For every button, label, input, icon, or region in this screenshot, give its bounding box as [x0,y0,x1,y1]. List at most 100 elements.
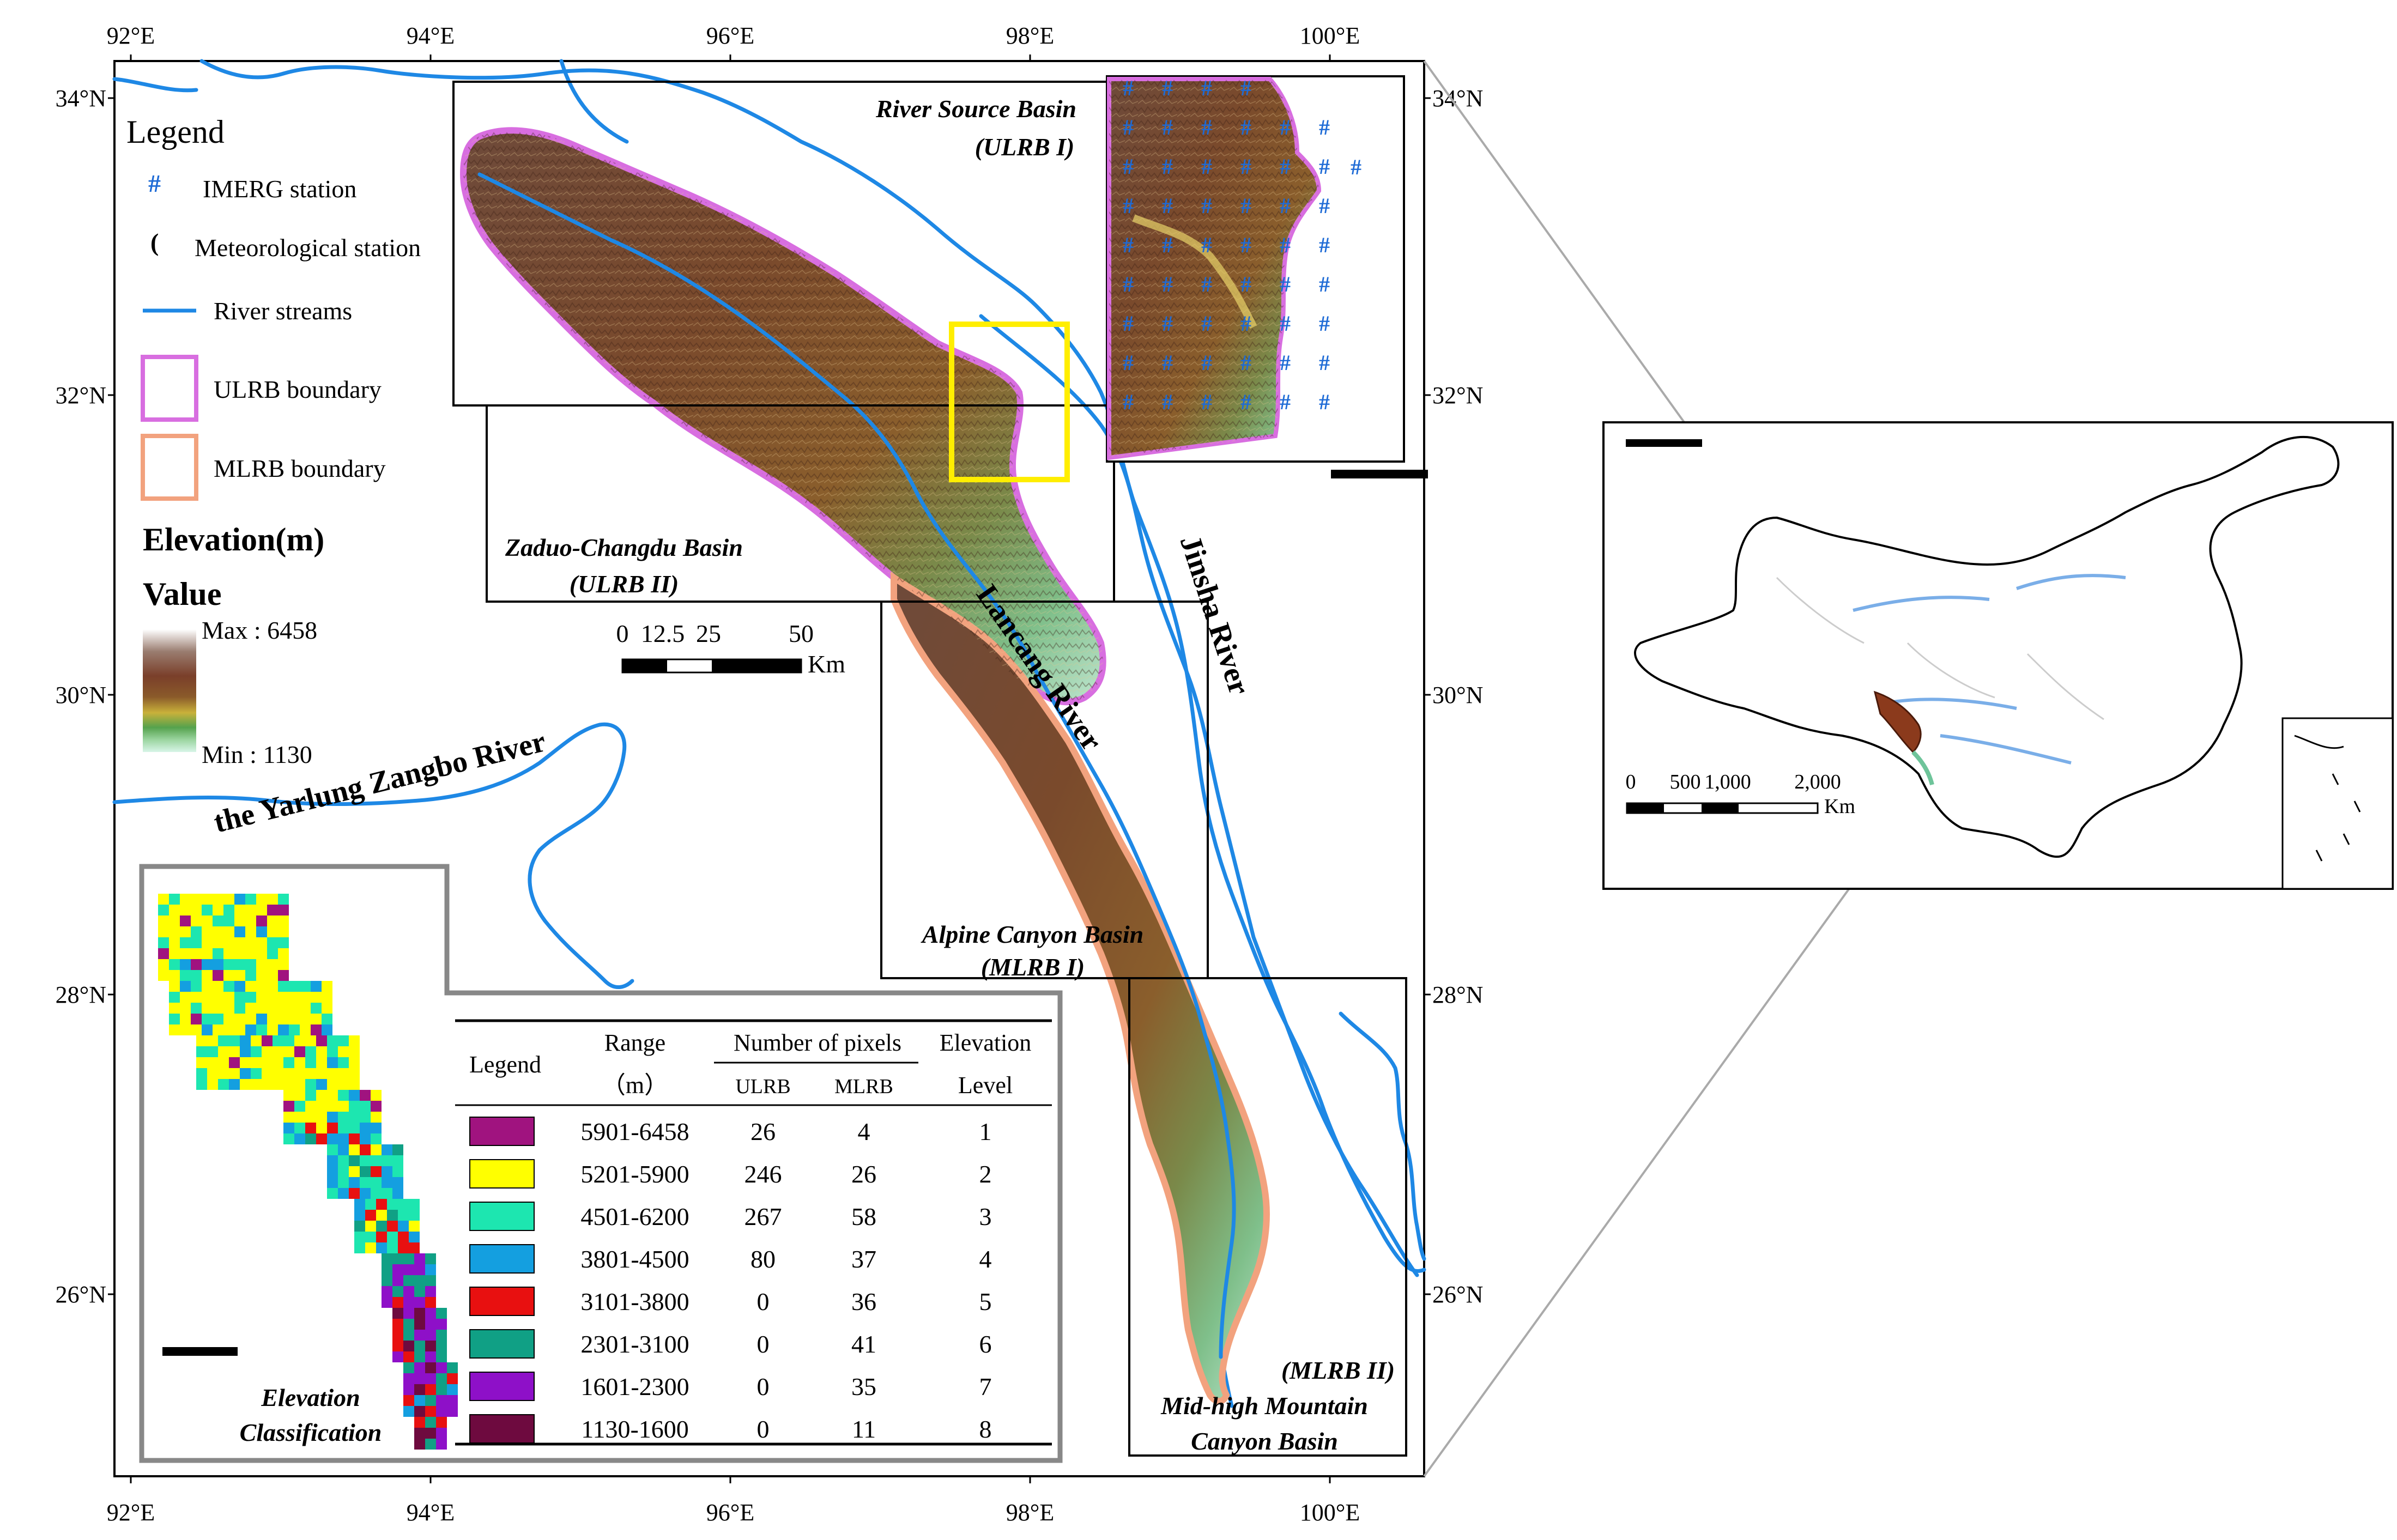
table-cell-ulrb: 80 [750,1245,776,1273]
scale-tick-2: 25 [696,620,721,647]
legend-imerg-label: IMERG station [203,175,356,203]
classified-pixel [305,1123,316,1133]
classified-pixel [425,1308,436,1319]
classified-pixel [371,1133,382,1144]
classified-pixel [191,894,202,905]
classified-pixel [338,1035,349,1046]
classified-pixel [398,1242,409,1253]
classified-pixel [234,894,245,905]
classified-pixel [425,1384,436,1395]
imerg-station-icon: # [1123,76,1134,100]
classified-pixel [392,1297,403,1308]
imerg-station-icon: # [148,169,161,197]
classified-pixel [240,1079,251,1090]
classified-pixel [327,1046,338,1057]
classified-pixel [294,1090,305,1101]
classified-pixel [283,1112,294,1123]
classified-pixel [294,1046,305,1057]
classified-pixel [169,1024,180,1035]
classified-pixel [338,1166,349,1177]
classified-pixel [180,1003,191,1014]
right-lat-label: 32°N [1432,382,1483,409]
classified-pixel [322,981,332,992]
table-col-ulrb: ULRB [735,1075,790,1098]
classified-pixel [360,1144,371,1155]
imerg-station-icon: # [1240,390,1251,414]
classified-pixel [392,1351,403,1362]
classified-pixel [409,1221,420,1232]
classified-pixel [234,926,245,937]
classified-pixel [256,926,267,937]
classified-pixel [349,1068,360,1079]
classified-pixel [180,948,191,959]
classified-pixel [278,905,289,915]
classified-pixel [322,1003,332,1014]
right-lat-label: 28°N [1432,981,1483,1008]
classified-pixel [158,970,169,981]
classified-pixel [289,981,300,992]
classified-pixel [180,970,191,981]
classified-pixel [283,1057,294,1068]
classified-pixel [234,948,245,959]
classified-pixel [360,1101,371,1112]
classified-pixel [327,1090,338,1101]
classified-pixel [213,959,223,970]
table-cell-ulrb: 0 [757,1415,770,1443]
classified-pixel [196,1079,207,1090]
legend-swatch [469,1414,535,1444]
classified-pixel [283,1035,294,1046]
classified-pixel [191,992,202,1003]
classified-pixel [327,1166,338,1177]
classified-pixel [382,1155,392,1166]
label-alpine-1: Alpine Canyon Basin [921,920,1143,948]
classified-pixel [316,1101,327,1112]
table-cell-range: 3801-4500 [580,1245,689,1273]
classified-pixel [436,1395,447,1406]
classified-pixel [371,1144,382,1155]
china-province-lines [1776,577,2104,720]
china-inset-top-bar [1626,439,1702,447]
right-lat-label: 30°N [1432,682,1483,708]
classified-pixel [425,1395,436,1406]
china-scale-unit: Km [1824,795,1855,818]
classified-pixel [392,1330,403,1341]
classified-pixel [398,1232,409,1242]
classification-inset-frame [139,864,1063,1463]
classified-pixel [387,1221,398,1232]
classified-pixel [267,948,278,959]
classified-pixel [169,948,180,959]
table-cell-range: 1601-2300 [580,1373,689,1400]
classified-pixel [202,1024,213,1035]
classified-pixel [196,1057,207,1068]
classified-pixel [169,894,180,905]
classified-pixel [327,1177,338,1188]
classified-pixel [256,1003,267,1014]
scale-unit: Km [808,650,845,678]
classified-pixel [371,1155,382,1166]
classified-pixel [425,1417,436,1428]
classified-pixel [273,1079,283,1090]
classified-pixel [234,1014,245,1024]
classified-pixel [180,894,191,905]
classified-pixel [240,1057,251,1068]
elevation-color-ramp [143,629,196,752]
classified-pixel [300,1024,311,1035]
left-lat-label: 30°N [56,682,106,708]
classified-pixel [354,1242,365,1253]
classified-pixel [360,1123,371,1133]
classified-pixel [196,1046,207,1057]
table-cell-level: 4 [979,1245,992,1273]
connector-line-bottom [1423,778,1929,1477]
classified-pixel [256,937,267,948]
classified-pixel [376,1242,387,1253]
classified-pixel [294,1057,305,1068]
classified-pixel [283,1090,294,1101]
south-china-sea-inset [2281,717,2394,890]
imerg-station-icon: # [1123,154,1134,179]
classified-pixel [382,1177,392,1188]
imerg-station-icon: # [1162,76,1173,100]
classified-pixel [262,1068,273,1079]
classified-pixel [354,1232,365,1242]
classified-pixel [169,970,180,981]
classified-pixel [414,1373,425,1384]
